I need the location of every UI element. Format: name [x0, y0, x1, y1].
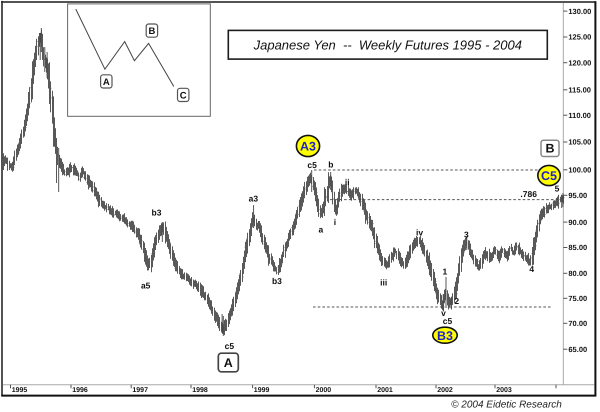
svg-text:115.00: 115.00: [568, 86, 591, 95]
svg-text:4: 4: [529, 264, 534, 274]
svg-text:.786: .786: [520, 189, 537, 199]
svg-text:2002: 2002: [437, 387, 453, 394]
svg-text:110.00: 110.00: [568, 111, 591, 120]
svg-text:c5: c5: [307, 160, 317, 170]
svg-text:a5: a5: [141, 280, 151, 290]
svg-text:125.00: 125.00: [568, 33, 591, 42]
svg-text:iv: iv: [416, 228, 423, 238]
svg-text:105.00: 105.00: [568, 138, 591, 147]
svg-text:C: C: [180, 90, 187, 101]
svg-text:1998: 1998: [192, 387, 208, 394]
svg-text:130.00: 130.00: [568, 7, 591, 16]
svg-text:1995: 1995: [12, 387, 28, 394]
svg-text:© 2004 Eidetic Research: © 2004 Eidetic Research: [451, 400, 562, 411]
svg-text:A: A: [224, 356, 233, 370]
svg-text:1996: 1996: [72, 387, 88, 394]
svg-text:70.00: 70.00: [568, 319, 587, 328]
svg-text:b3: b3: [272, 276, 282, 286]
svg-text:3: 3: [464, 230, 469, 240]
svg-text:A: A: [103, 77, 110, 88]
svg-text:B: B: [545, 142, 554, 156]
svg-text:A3: A3: [300, 140, 316, 154]
svg-text:iii: iii: [380, 278, 387, 288]
svg-text:a3: a3: [249, 193, 259, 203]
svg-text:85.00: 85.00: [568, 243, 587, 252]
svg-text:2003: 2003: [496, 387, 512, 394]
svg-text:90.00: 90.00: [568, 218, 587, 227]
svg-text:2001: 2001: [377, 387, 393, 394]
svg-text:v: v: [441, 308, 446, 318]
svg-text:1: 1: [443, 267, 448, 277]
svg-text:B3: B3: [437, 329, 453, 343]
svg-text:Japanese Yen -- Weekly Futur: Japanese Yen -- Weekly Futures 1995 - 20…: [253, 37, 522, 52]
svg-text:B: B: [148, 26, 155, 37]
svg-text:75.00: 75.00: [568, 294, 587, 303]
svg-text:95.00: 95.00: [568, 191, 587, 200]
svg-text:C5: C5: [541, 169, 557, 183]
svg-text:1999: 1999: [254, 387, 270, 394]
svg-text:65.00: 65.00: [568, 345, 587, 354]
svg-text:80.00: 80.00: [568, 269, 587, 278]
svg-text:b: b: [328, 159, 333, 169]
svg-text:2: 2: [454, 296, 459, 306]
svg-text:100.00: 100.00: [568, 166, 591, 175]
svg-text:ii: ii: [345, 177, 350, 187]
svg-text:c5: c5: [225, 341, 235, 351]
svg-text:5: 5: [555, 184, 560, 194]
svg-text:120.00: 120.00: [568, 58, 591, 67]
svg-text:c5: c5: [443, 316, 453, 326]
svg-text:a: a: [319, 225, 324, 235]
svg-text:1997: 1997: [132, 387, 148, 394]
svg-text:b3: b3: [152, 207, 162, 217]
svg-text:i: i: [334, 217, 336, 227]
svg-text:2000: 2000: [316, 387, 332, 394]
